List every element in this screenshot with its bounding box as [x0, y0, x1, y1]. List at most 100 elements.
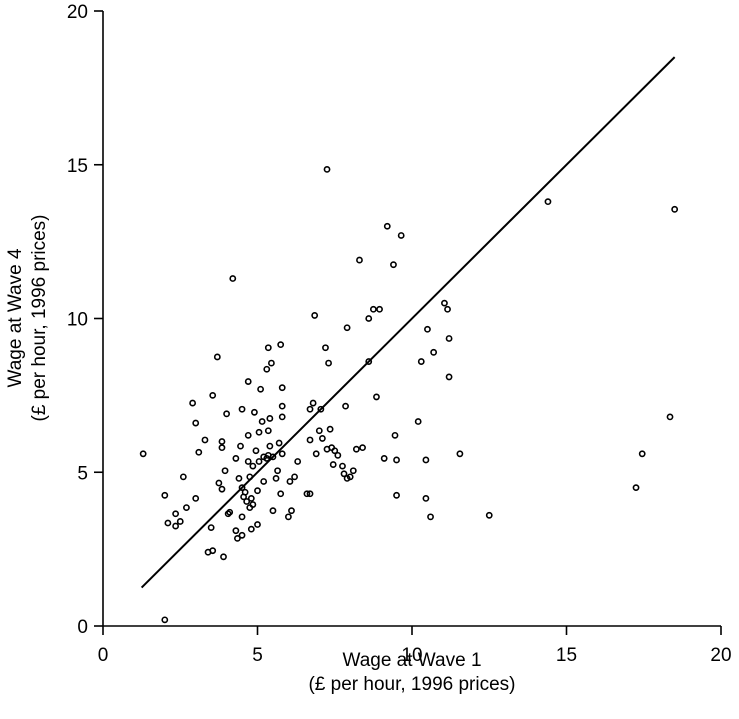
- data-point: [213, 353, 221, 361]
- data-point: [244, 431, 252, 439]
- data-point: [445, 373, 453, 381]
- data-point: [445, 335, 453, 342]
- data-point: [207, 524, 215, 531]
- data-point: [638, 450, 646, 458]
- data-point: [189, 399, 197, 407]
- data-point: [383, 222, 391, 230]
- data-point: [278, 450, 286, 458]
- data-point: [238, 484, 246, 492]
- data-point: [365, 358, 373, 365]
- y-ticks: 0 5 10 15 20: [67, 2, 103, 638]
- data-point: [365, 315, 373, 322]
- x-axis-title: Wage at Wave 1: [342, 650, 481, 671]
- data-point: [215, 479, 223, 487]
- y-tick-label: 0: [77, 617, 88, 638]
- data-point: [220, 553, 227, 561]
- data-point: [349, 467, 357, 475]
- data-point: [176, 518, 184, 525]
- data-point: [172, 522, 180, 530]
- data-point: [318, 435, 326, 442]
- data-point: [247, 494, 255, 502]
- data-point: [192, 494, 200, 502]
- data-point: [195, 448, 203, 456]
- data-point: [317, 405, 325, 413]
- data-point: [427, 513, 434, 521]
- data-point: [179, 473, 187, 481]
- data-point: [183, 504, 190, 512]
- data-point: [373, 393, 380, 401]
- data-point: [306, 405, 314, 413]
- x-tick-label: 10: [401, 645, 422, 666]
- data-point: [422, 494, 430, 502]
- data-point: [275, 439, 283, 447]
- data-point: [278, 413, 286, 421]
- data-point: [255, 458, 263, 465]
- data-point: [221, 467, 229, 475]
- data-point: [232, 455, 240, 462]
- data-point: [346, 473, 354, 481]
- data-point: [417, 358, 425, 365]
- data-point: [340, 470, 348, 478]
- data-point: [258, 418, 266, 425]
- data-point: [376, 305, 383, 313]
- data-point: [671, 205, 679, 213]
- data-point: [235, 474, 243, 482]
- data-point: [224, 510, 232, 518]
- y-axis-subtitle: (£ per hour, 1996 prices): [29, 214, 50, 421]
- data-point: [241, 488, 249, 496]
- data-point: [247, 525, 255, 533]
- fit-line: [140, 56, 676, 589]
- data-point: [232, 527, 240, 535]
- data-point: [249, 462, 257, 470]
- data-point: [286, 478, 294, 485]
- data-point: [390, 261, 397, 269]
- x-ticks: 0 5 10 15 20: [98, 626, 732, 666]
- data-point: [359, 444, 366, 452]
- data-point: [312, 450, 320, 458]
- data-point: [306, 490, 314, 498]
- data-point: [257, 385, 264, 393]
- data-point: [391, 431, 399, 439]
- data-point: [326, 425, 334, 433]
- data-point: [161, 616, 169, 624]
- data-point: [414, 418, 422, 425]
- y-tick-label: 10: [67, 310, 88, 331]
- data-point: [264, 344, 272, 352]
- data-point: [255, 428, 263, 436]
- data-point: [278, 402, 286, 410]
- data-point: [306, 436, 314, 444]
- data-point: [209, 547, 217, 555]
- data-point: [485, 511, 493, 519]
- data-point: [325, 359, 332, 367]
- data-point: [278, 384, 286, 392]
- y-tick-label: 20: [67, 2, 88, 23]
- data-point: [251, 408, 258, 416]
- data-point: [192, 419, 200, 427]
- x-tick-label: 20: [710, 645, 731, 666]
- data-point: [238, 405, 246, 413]
- data-point: [393, 491, 400, 499]
- x-tick-label: 0: [98, 645, 109, 666]
- data-point: [272, 474, 280, 482]
- data-point: [254, 521, 261, 528]
- data-point: [244, 378, 252, 385]
- data-point: [164, 519, 172, 527]
- data-point: [264, 427, 272, 435]
- data-point: [218, 438, 226, 445]
- data-point: [323, 165, 331, 173]
- data-point: [223, 410, 230, 418]
- data-point: [322, 344, 329, 352]
- data-point: [263, 365, 271, 373]
- data-point: [309, 399, 317, 407]
- data-point: [260, 478, 268, 485]
- data-point: [254, 487, 261, 495]
- data-point: [269, 507, 277, 515]
- data-point: [226, 508, 234, 516]
- data-point: [234, 534, 241, 542]
- y-tick-label: 5: [77, 463, 88, 484]
- data-point: [266, 442, 274, 450]
- data-point: [244, 458, 252, 465]
- data-point: [632, 484, 640, 492]
- data-point: [343, 324, 351, 332]
- data-point: [441, 299, 448, 307]
